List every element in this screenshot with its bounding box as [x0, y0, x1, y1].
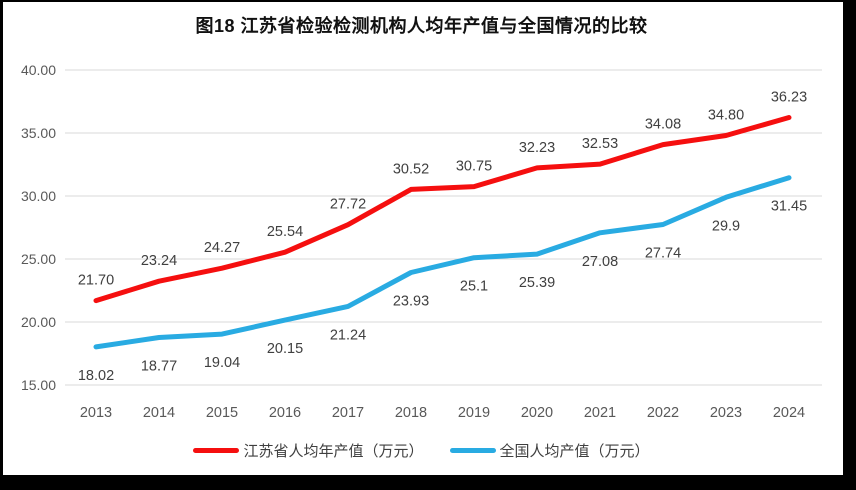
data-label: 34.08: [645, 117, 681, 133]
x-tick-label: 2017: [332, 405, 364, 421]
jiangsu-series-swatch-icon: [193, 447, 240, 453]
chart-legend: 江苏省人均年产值（万元） 全国人均产值（万元）: [0, 438, 843, 462]
data-label: 23.93: [393, 293, 429, 309]
x-tick-label: 2015: [206, 405, 238, 421]
data-label: 25.1: [460, 279, 488, 295]
x-tick-label: 2022: [647, 405, 679, 421]
x-tick-label: 2021: [584, 405, 616, 421]
legend-item-national: 全国人均产值（万元）: [449, 440, 650, 461]
data-label: 19.04: [204, 355, 240, 371]
data-label: 32.53: [582, 136, 618, 152]
y-tick-label: 40.00: [21, 62, 56, 78]
data-label: 34.80: [708, 108, 744, 124]
national-series-swatch-icon: [449, 447, 496, 453]
x-tick-label: 2023: [710, 405, 742, 421]
y-tick-label: 30.00: [21, 188, 56, 204]
page-border-bottom: [0, 475, 856, 490]
data-label: 18.77: [141, 358, 177, 374]
x-tick-label: 2019: [458, 405, 490, 421]
national-series-line: [93, 175, 792, 350]
legend-item-jiangsu: 江苏省人均年产值（万元）: [193, 440, 424, 461]
page-border-top: [0, 0, 856, 2]
chart-title: 图18 江苏省检验检测机构人均年产值与全国情况的比较: [195, 16, 648, 36]
data-label: 31.45: [771, 199, 807, 215]
data-label: 27.08: [582, 254, 618, 270]
x-tick-label: 2013: [80, 405, 112, 421]
y-tick-label: 15.00: [21, 377, 56, 393]
data-label: 25.54: [267, 224, 303, 240]
y-tick-label: 25.00: [21, 251, 56, 267]
legend-label-national: 全国人均产值（万元）: [499, 442, 650, 460]
x-tick-label: 2018: [395, 405, 427, 421]
jiangsu-series-line: [93, 115, 792, 304]
y-tick-label: 35.00: [21, 125, 56, 141]
page-border-right: [843, 0, 856, 490]
x-tick-label: 2024: [773, 405, 805, 421]
data-label: 18.02: [78, 368, 114, 384]
data-label: 30.75: [456, 159, 492, 175]
y-tick-label: 20.00: [21, 314, 56, 330]
data-label: 32.23: [519, 140, 555, 156]
data-label: 25.39: [519, 275, 555, 291]
data-label: 27.74: [645, 245, 681, 261]
data-label: 20.15: [267, 341, 303, 357]
x-tick-label: 2014: [143, 405, 175, 421]
data-label: 27.72: [330, 197, 366, 213]
data-label: 23.24: [141, 253, 177, 269]
data-label: 21.24: [330, 327, 366, 343]
data-label: 36.23: [771, 90, 807, 106]
legend-label-jiangsu: 江苏省人均年产值（万元）: [243, 442, 424, 460]
data-label: 29.9: [712, 218, 740, 234]
x-tick-label: 2020: [521, 405, 553, 421]
data-label: 24.27: [204, 240, 240, 256]
data-label: 30.52: [393, 161, 429, 177]
x-tick-label: 2016: [269, 405, 301, 421]
page-border-left: [0, 0, 3, 478]
data-label: 21.70: [78, 273, 114, 289]
